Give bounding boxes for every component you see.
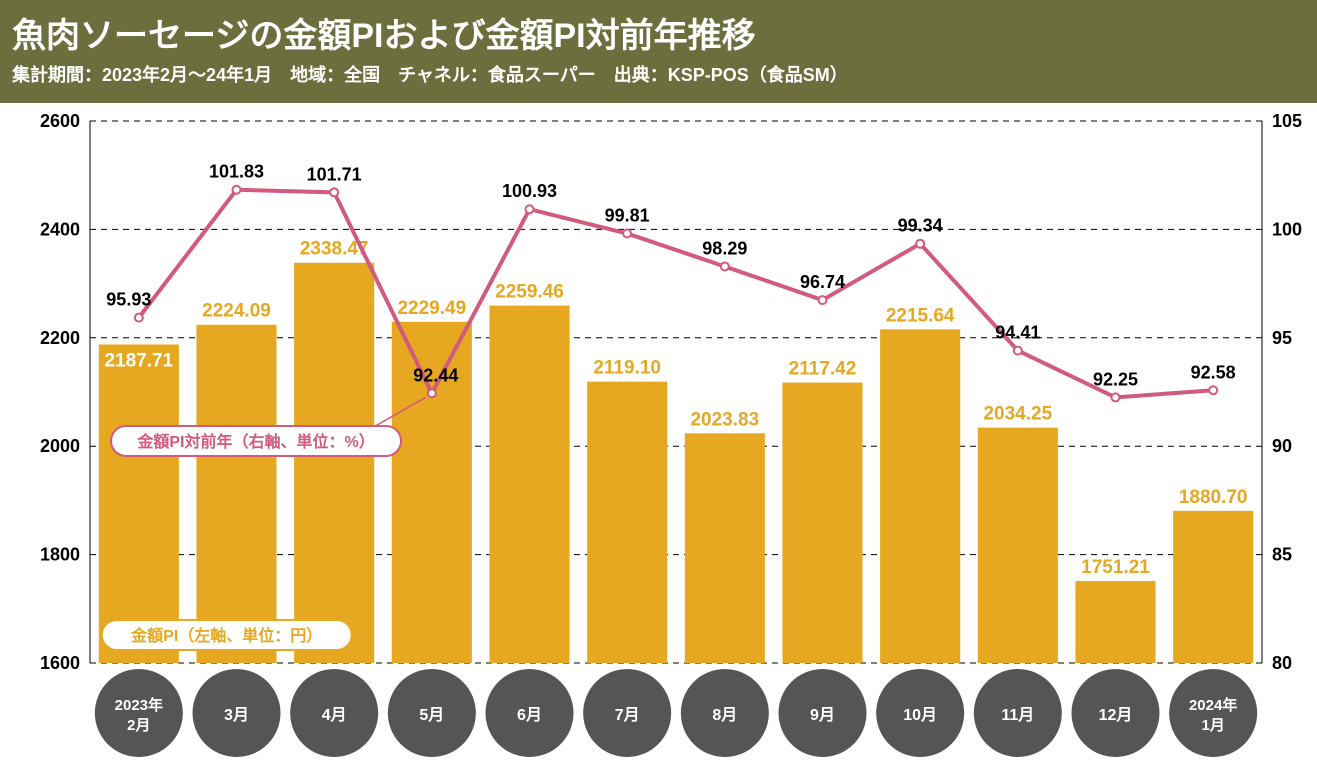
line-value-label: 101.71 <box>307 164 362 184</box>
y-left-tick: 2200 <box>40 328 80 348</box>
chart-header: 魚肉ソーセージの金額PIおよび金額PI対前年推移 集計期間：2023年2月～24… <box>0 0 1317 103</box>
x-category-label: 11月 <box>1001 706 1034 724</box>
line-marker <box>1014 347 1022 355</box>
line-value-label: 99.34 <box>898 216 943 236</box>
line-marker <box>623 230 631 238</box>
line-marker <box>135 314 143 322</box>
y-left-tick: 2600 <box>40 111 80 131</box>
bar <box>978 428 1058 663</box>
line-value-label: 98.29 <box>702 238 747 258</box>
y-left-tick: 1600 <box>40 653 80 673</box>
x-category-label: 2023年 <box>115 696 163 714</box>
bar-value-label: 2117.42 <box>789 359 857 380</box>
bar-value-label: 1751.21 <box>1081 557 1150 578</box>
bar <box>489 306 569 663</box>
bar-value-label: 1880.70 <box>1179 487 1248 508</box>
y-right-tick: 85 <box>1272 545 1292 565</box>
bar-value-label: 2224.09 <box>202 301 271 322</box>
y-right-tick: 105 <box>1272 111 1302 131</box>
svg-text:2000: 2000 <box>40 436 80 456</box>
legend-text: 金額PI（左軸、単位：円） <box>130 626 322 645</box>
line-marker <box>1209 386 1217 394</box>
bar <box>782 383 862 663</box>
legend-text: 金額PI対前年（右軸、単位：%） <box>136 432 374 451</box>
bar-value-label: 2034.25 <box>983 404 1052 425</box>
bar <box>1173 511 1253 663</box>
x-category-label: 9月 <box>810 706 835 724</box>
plot-svg: 1600 1800 2000 2200 2400 2600 80 85 90 95 100 105 21… <box>0 103 1317 766</box>
bar-value-label: 2229.49 <box>397 298 466 319</box>
svg-text:80: 80 <box>1272 653 1292 673</box>
bar <box>99 344 179 663</box>
svg-text:1600: 1600 <box>40 653 80 673</box>
x-category-label: 8月 <box>712 706 737 724</box>
line-value-label: 95.93 <box>106 290 151 310</box>
x-category-label: 12月 <box>1099 706 1133 724</box>
svg-text:2400: 2400 <box>40 219 80 239</box>
line-marker <box>428 389 436 397</box>
bar-value-label: 2259.46 <box>495 282 564 303</box>
line-marker <box>526 205 534 213</box>
bar <box>880 329 960 663</box>
x-category-label: 7月 <box>615 706 640 724</box>
x-category-label: 2024年 <box>1189 696 1237 714</box>
line-value-label: 92.58 <box>1191 362 1236 382</box>
svg-text:90: 90 <box>1272 436 1292 456</box>
bar <box>196 325 276 663</box>
svg-text:95: 95 <box>1272 328 1292 348</box>
svg-text:105: 105 <box>1272 111 1302 131</box>
line-value-label: 101.83 <box>209 162 264 182</box>
bar <box>685 433 765 663</box>
x-category-label: 1月 <box>1201 717 1224 734</box>
x-category-label: 6月 <box>517 706 542 724</box>
y-left-tick: 2000 <box>40 436 80 456</box>
line-value-label: 94.41 <box>995 323 1040 343</box>
x-category-label: 4月 <box>322 706 347 724</box>
line-marker <box>819 296 827 304</box>
x-category-label: 3月 <box>224 706 249 724</box>
line-marker <box>1112 393 1120 401</box>
chart-title: 魚肉ソーセージの金額PIおよび金額PI対前年推移 <box>12 8 1305 57</box>
line-value-label: 92.44 <box>413 365 458 385</box>
bar <box>587 382 667 663</box>
chart-subtitle: 集計期間：2023年2月～24年1月 地域：全国 チャネル：食品スーパー 出典：… <box>12 61 1305 87</box>
bar-value-label: 2215.64 <box>886 305 955 326</box>
y-right-tick: 100 <box>1272 219 1302 239</box>
bar-value-label: 2119.10 <box>593 358 661 379</box>
x-category-label: 2月 <box>127 717 150 734</box>
line-marker <box>330 188 338 196</box>
x-category-label: 5月 <box>419 706 444 724</box>
svg-text:1800: 1800 <box>40 545 80 565</box>
line-value-label: 100.93 <box>502 181 557 201</box>
svg-text:100: 100 <box>1272 219 1302 239</box>
y-right-tick: 90 <box>1272 436 1292 456</box>
line-value-label: 96.74 <box>800 272 845 292</box>
line-marker <box>233 186 241 194</box>
y-left-tick: 2400 <box>40 219 80 239</box>
bar-value-label: 2023.83 <box>690 409 759 430</box>
svg-text:2600: 2600 <box>40 111 80 131</box>
line-value-label: 92.25 <box>1093 369 1138 389</box>
plot-area: 1600 1800 2000 2200 2400 2600 80 85 90 95 100 105 21… <box>0 103 1317 766</box>
svg-text:85: 85 <box>1272 545 1292 565</box>
line-marker <box>916 240 924 248</box>
svg-text:2200: 2200 <box>40 328 80 348</box>
bar <box>1075 581 1155 663</box>
bar-value-label: 2187.71 <box>104 350 173 371</box>
line-marker <box>721 262 729 270</box>
y-left-tick: 1800 <box>40 545 80 565</box>
line-value-label: 99.81 <box>605 206 650 226</box>
y-right-tick: 95 <box>1272 328 1292 348</box>
bar <box>294 263 374 663</box>
chart-container: 魚肉ソーセージの金額PIおよび金額PI対前年推移 集計期間：2023年2月～24… <box>0 0 1317 766</box>
x-category-label: 10月 <box>903 706 937 724</box>
y-right-tick: 80 <box>1272 653 1292 673</box>
